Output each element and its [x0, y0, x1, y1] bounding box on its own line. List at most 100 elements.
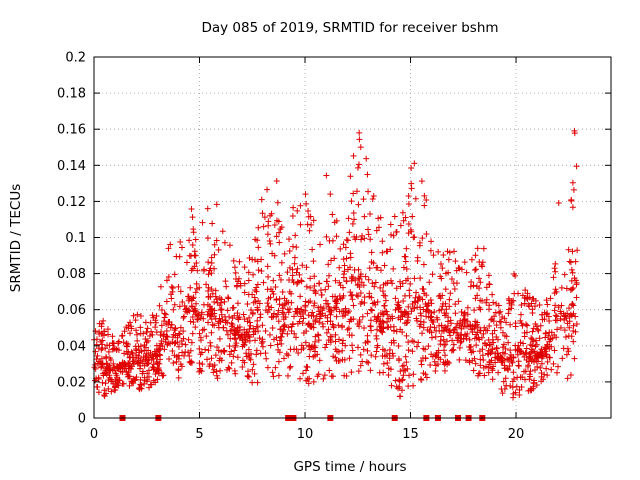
data-point: [194, 316, 201, 323]
data-point: [470, 282, 477, 289]
data-point: [308, 344, 315, 351]
data-point: [150, 364, 157, 371]
data-point: [109, 333, 116, 340]
data-point: [94, 352, 101, 359]
data-point: [390, 265, 397, 272]
data-point: [551, 265, 558, 272]
data-point: [308, 313, 315, 320]
data-point: [152, 371, 159, 378]
data-point: [566, 324, 573, 331]
data-point: [448, 275, 455, 282]
data-point: [524, 363, 531, 370]
data-point: [365, 226, 372, 233]
data-point: [436, 322, 443, 329]
data-point: [392, 377, 399, 384]
data-point: [226, 351, 233, 358]
data-point: [573, 279, 580, 286]
data-point: [503, 319, 510, 326]
data-point: [405, 383, 412, 390]
data-point: [552, 286, 559, 293]
data-point: [349, 220, 356, 227]
data-point: [92, 348, 99, 355]
data-point: [204, 356, 211, 363]
data-point: [112, 386, 119, 393]
data-point: [258, 340, 265, 347]
data-point: [243, 350, 250, 357]
data-point: [415, 293, 422, 300]
data-point: [163, 333, 170, 340]
data-point: [468, 256, 475, 263]
data-point: [489, 339, 496, 346]
data-point: [146, 384, 153, 391]
data-point: [536, 302, 543, 309]
data-point: [452, 258, 459, 265]
data-point: [244, 300, 251, 307]
data-point: [280, 326, 287, 333]
data-point: [232, 328, 239, 335]
data-point: [136, 386, 143, 393]
data-point: [472, 267, 479, 274]
data-point: [559, 355, 566, 362]
data-point: [569, 179, 576, 186]
data-point: [505, 295, 512, 302]
data-point: [423, 197, 430, 204]
data-point: [281, 321, 288, 328]
data-point: [329, 293, 336, 300]
data-point: [433, 314, 440, 321]
data-point: [208, 316, 215, 323]
data-point: [331, 255, 338, 262]
data-point: [332, 354, 339, 361]
data-point: [198, 368, 205, 375]
data-point: [413, 343, 420, 350]
data-point: [242, 337, 249, 344]
data-point: [126, 354, 133, 361]
data-point: [367, 211, 374, 218]
data-point: [276, 229, 283, 236]
data-point: [402, 353, 409, 360]
data-point: [476, 370, 483, 377]
data-point: [340, 241, 347, 248]
data-point: [369, 280, 376, 287]
data-point: [245, 373, 252, 380]
data-point: [286, 364, 293, 371]
data-point: [259, 322, 266, 329]
data-point: [395, 343, 402, 350]
data-point: [488, 316, 495, 323]
data-point: [419, 296, 426, 303]
data-point: [427, 314, 434, 321]
data-point: [134, 311, 141, 318]
data-point: [529, 295, 536, 302]
data-point: [571, 275, 578, 282]
data-point: [186, 237, 193, 244]
data-point: [526, 376, 533, 383]
data-point: [355, 275, 362, 282]
data-point: [246, 337, 253, 344]
data-point: [329, 211, 336, 218]
data-point: [163, 277, 170, 284]
data-point: [569, 269, 576, 276]
data-point: [217, 307, 224, 314]
data-point: [97, 338, 104, 345]
data-point: [568, 197, 575, 204]
data-point: [379, 353, 386, 360]
data-point: [274, 311, 281, 318]
data-point: [147, 381, 154, 388]
axis-ticks: 0 0.02 0.04 0.06 0.08 0.1 0.12 0.14 0.16 0.18 0.2 0…: [57, 51, 611, 442]
data-point: [141, 347, 148, 354]
data-point: [449, 337, 456, 344]
data-point: [466, 336, 473, 343]
data-point: [372, 279, 379, 286]
data-point: [149, 352, 156, 359]
data-point: [449, 346, 456, 353]
data-point: [350, 210, 357, 217]
data-point: [297, 375, 304, 382]
data-point: [425, 302, 432, 309]
data-point: [544, 358, 551, 365]
data-point: [135, 347, 142, 354]
data-point: [289, 320, 296, 327]
data-point: [521, 353, 528, 360]
data-point: [323, 233, 330, 240]
data-point: [509, 384, 516, 391]
data-point: [530, 325, 537, 332]
data-point: [516, 391, 523, 398]
